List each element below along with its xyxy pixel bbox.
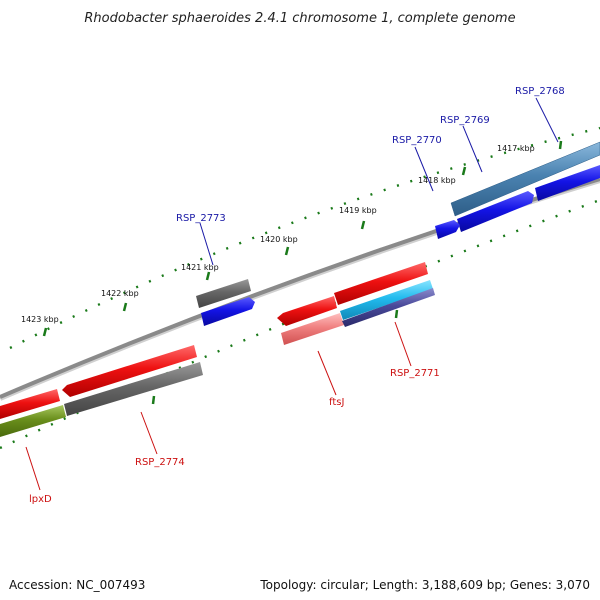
gene-rsp2768-feature[interactable] bbox=[450, 141, 600, 217]
gene-rsp2773-feature[interactable] bbox=[196, 279, 251, 308]
gene-ftsj-feature[interactable] bbox=[281, 313, 344, 345]
major-ticks bbox=[42, 140, 563, 405]
inner-tick-track bbox=[0, 198, 600, 450]
label-rsp2771[interactable]: RSP_2771 bbox=[390, 368, 440, 379]
tick-label-1420: 1420 kbp bbox=[260, 235, 298, 244]
gene-rsp2768-cds[interactable] bbox=[535, 165, 600, 201]
tick-label-1423: 1423 kbp bbox=[21, 315, 59, 324]
gene-rsp2771-region[interactable] bbox=[342, 288, 435, 327]
label-ftsj[interactable]: ftsJ bbox=[329, 397, 344, 408]
gene-rsp2773-cds[interactable] bbox=[201, 297, 255, 326]
map-title: Rhodobacter sphaeroides 2.4.1 chromosome… bbox=[84, 11, 515, 26]
gene-lpxd-feature[interactable] bbox=[0, 405, 66, 437]
label-rsp2773[interactable]: RSP_2773 bbox=[176, 213, 226, 224]
tick-label-1418: 1418 kbp bbox=[418, 176, 456, 185]
backbone-shadow bbox=[0, 177, 600, 401]
tick-label-1417: 1417 kbp bbox=[497, 144, 535, 153]
accession-text: Accession: NC_007493 bbox=[9, 578, 146, 592]
gene-lpxd-cds[interactable] bbox=[0, 389, 60, 419]
tick-label-1421: 1421 kbp bbox=[181, 263, 219, 272]
tick-label-1422: 1422 kbp bbox=[101, 289, 139, 298]
gene-rsp2769[interactable] bbox=[457, 191, 534, 232]
gene-rsp2774-feature[interactable] bbox=[64, 362, 203, 416]
gene-rsp2774-cds[interactable] bbox=[62, 345, 197, 397]
gene-rsp2770[interactable] bbox=[435, 220, 460, 239]
label-rsp2770[interactable]: RSP_2770 bbox=[392, 135, 442, 146]
gene-ftsj-cds[interactable] bbox=[277, 296, 337, 326]
label-rsp2774[interactable]: RSP_2774 bbox=[135, 457, 185, 468]
genome-summary-text: Topology: circular; Length: 3,188,609 bp… bbox=[260, 578, 590, 592]
label-rsp2768[interactable]: RSP_2768 bbox=[515, 86, 565, 97]
gene-rsp2771-feature[interactable] bbox=[340, 280, 433, 320]
label-lpxd[interactable]: lpxD bbox=[29, 494, 52, 505]
label-rsp2769[interactable]: RSP_2769 bbox=[440, 115, 490, 126]
label-leaders bbox=[25, 97, 559, 491]
gene-rsp2771-cds[interactable] bbox=[334, 262, 428, 305]
tick-label-1419: 1419 kbp bbox=[339, 206, 377, 215]
